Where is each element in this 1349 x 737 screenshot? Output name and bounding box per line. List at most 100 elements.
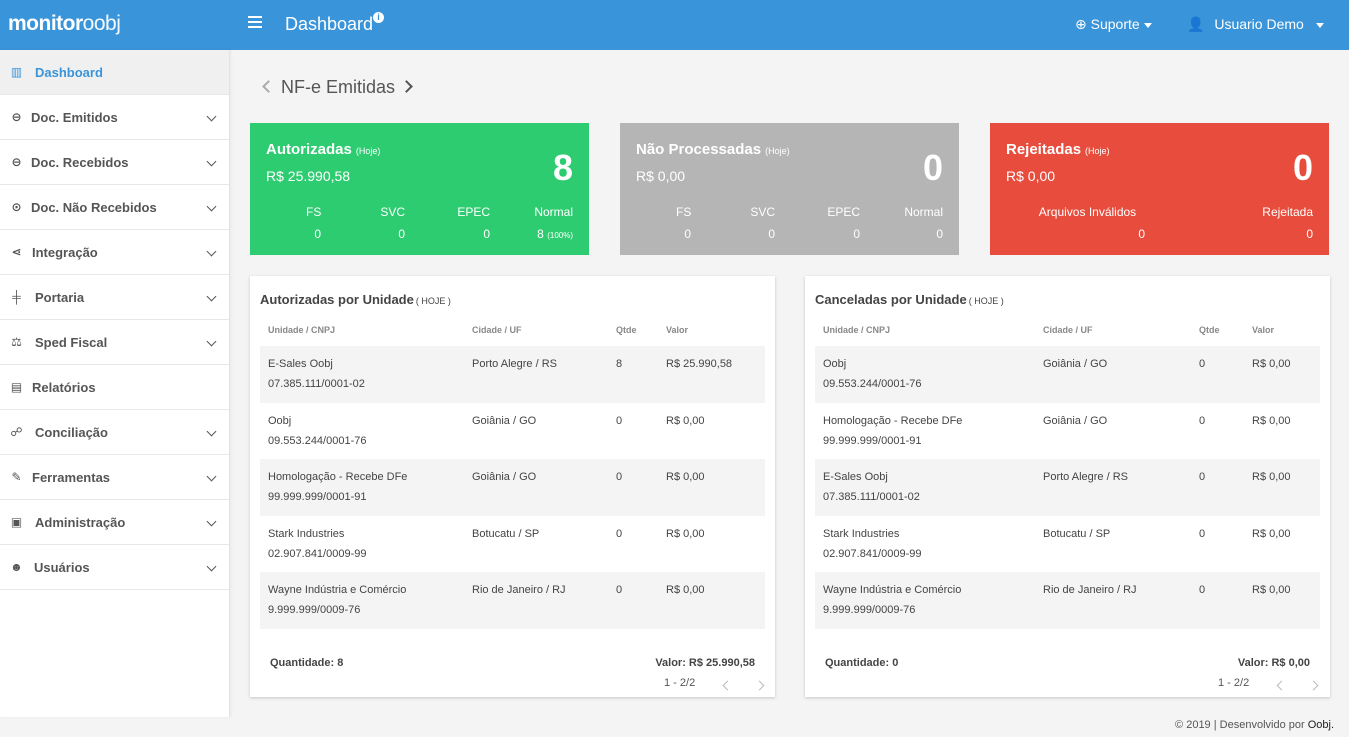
column-header: Cidade / UF — [1043, 325, 1093, 335]
value-cell: R$ 0,00 — [666, 527, 705, 540]
logo[interactable]: monitoroobj — [8, 12, 121, 36]
value-cell: R$ 0,00 — [666, 584, 705, 596]
bar-chart-icon: ▥ — [10, 65, 23, 79]
dot-circle-icon: ⊙ — [11, 200, 22, 214]
city-cell: Rio de Janeiro / RJ — [1043, 584, 1137, 596]
unit-name: Stark Industries — [823, 527, 900, 540]
card-value-fs: 0 — [314, 227, 321, 241]
table-row[interactable]: Homologação - Recebe DFe 99.999.999/0001-… — [260, 459, 765, 516]
page-title: Dashboard — [285, 14, 374, 34]
user-icon: 👤 — [1187, 16, 1205, 32]
support-menu[interactable]: ⊕ Suporte — [1075, 16, 1152, 33]
table-row[interactable]: Stark Industries 02.907.841/0009-99 Botuca… — [260, 516, 765, 573]
sidebar-item-dashboard[interactable]: ▥ Dashboard — [0, 50, 229, 95]
card-rejeitadas[interactable]: Rejeitadas (Hoje) R$ 0,00 0 Arquivos Invá… — [990, 123, 1329, 255]
column-header: Unidade / CNPJ — [823, 325, 891, 335]
card-value-rejeitada: 0 — [1306, 227, 1313, 241]
sidebar-item-doc-nao-recebidos[interactable]: ⊙ Doc. Não Recebidos — [0, 185, 229, 230]
table-row[interactable]: E-Sales Oobj 07.385.111/0001-02 Porto Aleg… — [815, 459, 1320, 516]
card-value: R$ 0,00 — [636, 168, 686, 184]
value-cell: R$ 0,00 — [1252, 358, 1291, 370]
column-header: Valor — [666, 325, 689, 335]
top-bar: monitoroobj Dashboard i ⊕ Suporte 👤 Usua… — [0, 0, 1349, 50]
sidebar-item-label: Portaria — [35, 290, 85, 305]
file-icon: ▤ — [10, 380, 23, 394]
next-arrow-icon[interactable] — [400, 80, 413, 93]
card-label-rejeitada: Rejeitada — [1262, 205, 1313, 219]
card-value-arquivos-invalidos: 0 — [1138, 227, 1145, 241]
chevron-down-icon — [206, 291, 217, 302]
panel-autorizadas-por-unidade: Autorizadas por Unidade( HOJE ) Unidade /… — [250, 276, 775, 697]
chevron-down-icon — [206, 156, 217, 167]
prev-arrow-icon[interactable] — [262, 80, 275, 93]
unit-cell: Oobj 09.553.244/0001-76 — [268, 411, 366, 451]
card-count: 8 — [552, 147, 573, 188]
table-row[interactable]: E-Sales Oobj 07.385.111/0001-02 Porto Aleg… — [260, 346, 765, 403]
table-row[interactable]: Stark Industries 02.907.841/0009-99 Botuca… — [815, 516, 1320, 573]
globe-icon: ⊕ — [1075, 16, 1087, 32]
city-cell: Goiânia / GO — [1043, 358, 1108, 370]
next-page-icon[interactable] — [1308, 680, 1319, 691]
sidebar-item-conciliacao[interactable]: ☍ Conciliação — [0, 410, 229, 455]
table-row[interactable]: Homologação - Recebe DFe 99.999.999/0001-… — [815, 403, 1320, 460]
sidebar-item-label: Sped Fiscal — [35, 335, 108, 350]
value-cell: R$ 0,00 — [1252, 471, 1291, 483]
table-row[interactable]: Oobj 09.553.244/0001-76 Goiânia / GO 0 R$ 0,… — [260, 403, 765, 460]
table-row[interactable]: Oobj 09.553.244/0001-76 Goiânia / GO 0 R$ 0,… — [815, 346, 1320, 403]
footer-link[interactable]: Oobj. — [1307, 719, 1334, 731]
sidebar-item-usuarios[interactable]: ☻ Usuários — [0, 545, 229, 590]
value-cell: R$ 0,00 — [1252, 527, 1291, 540]
card-value: R$ 0,00 — [1006, 168, 1056, 184]
sidebar-item-doc-emitidos[interactable]: ⊖ Doc. Emitidos — [0, 95, 229, 140]
table-row[interactable]: Wayne Indústria e Comércio 9.999.999/0009… — [260, 572, 765, 629]
unit-cnpj: 9.999.999/0009-76 — [268, 604, 361, 616]
value-cell: R$ 0,00 — [666, 414, 705, 427]
value-cell: R$ 25.990,58 — [666, 358, 733, 370]
card-nao-processadas[interactable]: Não Processadas (Hoje) R$ 0,00 0 FS SVC E… — [620, 123, 959, 255]
handshake-icon: ☍ — [10, 425, 23, 439]
qty-cell: 0 — [1199, 584, 1206, 596]
unit-cnpj: 09.553.244/0001-76 — [268, 434, 367, 447]
qty-cell: 0 — [616, 471, 623, 483]
sidebar-item-integracao[interactable]: ⋖ Integração — [0, 230, 229, 275]
sidebar-item-sped-fiscal[interactable]: ⚖ Sped Fiscal — [0, 320, 229, 365]
sidebar-item-label: Relatórios — [32, 380, 96, 395]
prev-page-icon[interactable] — [722, 680, 733, 691]
card-count: 0 — [922, 147, 943, 188]
sidebar-item-doc-recebidos[interactable]: ⊖ Doc. Recebidos — [0, 140, 229, 185]
sidebar-item-relatorios[interactable]: ▤ Relatórios — [0, 365, 229, 410]
info-icon[interactable]: i — [373, 12, 384, 23]
unit-cnpj: 09.553.244/0001-76 — [823, 378, 922, 390]
value-cell: R$ 0,00 — [1252, 584, 1291, 596]
sidebar-item-label: Doc. Emitidos — [31, 110, 118, 125]
share-icon: ⋖ — [11, 245, 22, 259]
sidebar-item-label: Doc. Não Recebidos — [31, 200, 157, 215]
card-value-epec: 0 — [483, 227, 490, 241]
value-cell: R$ 0,00 — [1252, 414, 1291, 427]
sidebar-item-label: Dashboard — [35, 65, 103, 80]
qty-cell: 0 — [616, 414, 623, 427]
briefcase-icon: ▣ — [10, 515, 23, 529]
sidebar-item-portaria[interactable]: ╪ Portaria — [0, 275, 229, 320]
card-value-fs: 0 — [684, 227, 691, 241]
balance-scale-icon: ⚖ — [11, 335, 22, 349]
user-menu[interactable]: 👤 Usuario Demo — [1187, 16, 1324, 33]
menu-toggle-icon[interactable] — [248, 16, 262, 28]
unit-cell: Stark Industries 02.907.841/0009-99 — [268, 524, 366, 564]
unit-cnpj: 99.999.999/0001-91 — [268, 491, 367, 503]
next-page-icon[interactable] — [754, 680, 765, 691]
panel-title-text: Canceladas por Unidade — [815, 292, 967, 307]
sidebar-item-ferramentas[interactable]: ✎ Ferramentas — [0, 455, 229, 500]
panel-title-text: Autorizadas por Unidade — [260, 292, 414, 307]
total-quantity: Quantidade: 0 — [825, 657, 899, 669]
card-label-normal: Normal — [534, 205, 573, 219]
column-header: Qtde — [1199, 325, 1220, 335]
table-row[interactable]: Wayne Indústria e Comércio 9.999.999/0009… — [815, 572, 1320, 629]
pagination-info: 1 - 2/2 — [664, 677, 696, 689]
unit-cnpj: 02.907.841/0009-99 — [268, 547, 367, 560]
card-value-epec: 0 — [853, 227, 860, 241]
prev-page-icon[interactable] — [1276, 680, 1287, 691]
sidebar-item-administracao[interactable]: ▣ Administração — [0, 500, 229, 545]
sidebar-item-label: Usuários — [34, 560, 90, 575]
card-autorizadas[interactable]: Autorizadas (Hoje) R$ 25.990,58 8 FS SVC … — [250, 123, 589, 255]
